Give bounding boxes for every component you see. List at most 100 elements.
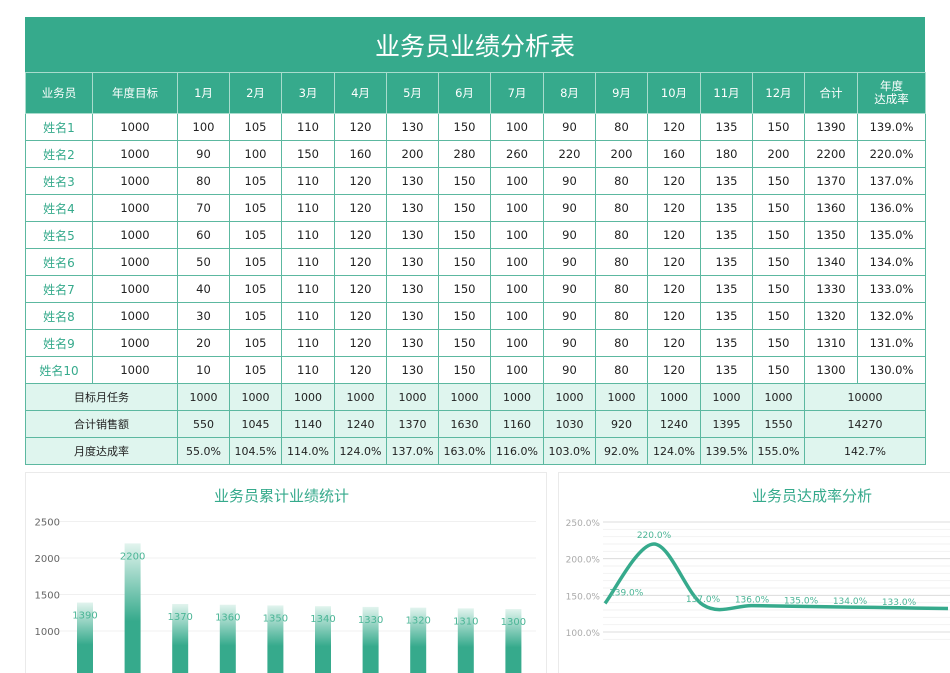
- summary-cell[interactable]: 1000: [177, 383, 230, 411]
- table-cell[interactable]: 1000: [92, 248, 178, 276]
- table-cell[interactable]: 70: [177, 194, 230, 222]
- table-cell[interactable]: 135: [700, 221, 753, 249]
- table-cell[interactable]: 120: [334, 167, 387, 195]
- table-cell[interactable]: 110: [281, 302, 335, 330]
- summary-cell[interactable]: 114.0%: [281, 437, 335, 465]
- table-cell[interactable]: 130: [386, 302, 439, 330]
- table-cell[interactable]: 1320: [804, 302, 858, 330]
- table-cell[interactable]: 260: [490, 140, 544, 168]
- table-cell[interactable]: 105: [229, 194, 282, 222]
- summary-label[interactable]: 月度达成率: [25, 437, 178, 465]
- table-cell[interactable]: 150: [752, 329, 805, 357]
- table-cell[interactable]: 135: [700, 275, 753, 303]
- table-cell[interactable]: 135.0%: [857, 221, 926, 249]
- table-cell[interactable]: 130: [386, 167, 439, 195]
- table-cell[interactable]: 134.0%: [857, 248, 926, 276]
- summary-cell[interactable]: 1000: [490, 383, 544, 411]
- table-cell[interactable]: 105: [229, 302, 282, 330]
- table-cell[interactable]: 150: [752, 275, 805, 303]
- table-cell[interactable]: 105: [229, 221, 282, 249]
- salesperson-name[interactable]: 姓名9: [25, 329, 93, 357]
- table-cell[interactable]: 135: [700, 302, 753, 330]
- table-cell[interactable]: 160: [647, 140, 701, 168]
- table-cell[interactable]: 150: [438, 221, 491, 249]
- table-cell[interactable]: 150: [438, 248, 491, 276]
- salesperson-name[interactable]: 姓名7: [25, 275, 93, 303]
- table-cell[interactable]: 110: [281, 221, 335, 249]
- summary-cell[interactable]: 92.0%: [595, 437, 648, 465]
- table-cell[interactable]: 150: [438, 167, 491, 195]
- summary-cell[interactable]: 1140: [281, 410, 335, 438]
- table-cell[interactable]: 150: [752, 221, 805, 249]
- table-cell[interactable]: 150: [438, 302, 491, 330]
- table-cell[interactable]: 130.0%: [857, 356, 926, 384]
- table-cell[interactable]: 139.0%: [857, 113, 926, 141]
- table-cell[interactable]: 135: [700, 329, 753, 357]
- table-cell[interactable]: 120: [334, 329, 387, 357]
- summary-cell[interactable]: 10000: [804, 383, 926, 411]
- table-cell[interactable]: 100: [490, 113, 544, 141]
- table-cell[interactable]: 40: [177, 275, 230, 303]
- table-cell[interactable]: 120: [334, 113, 387, 141]
- summary-cell[interactable]: 1160: [490, 410, 544, 438]
- table-cell[interactable]: 90: [543, 302, 596, 330]
- table-cell[interactable]: 1000: [92, 275, 178, 303]
- summary-cell[interactable]: 1240: [647, 410, 701, 438]
- table-cell[interactable]: 150: [438, 275, 491, 303]
- table-cell[interactable]: 220: [543, 140, 596, 168]
- table-cell[interactable]: 50: [177, 248, 230, 276]
- table-cell[interactable]: 105: [229, 275, 282, 303]
- table-cell[interactable]: 80: [595, 221, 648, 249]
- table-cell[interactable]: 150: [438, 356, 491, 384]
- table-cell[interactable]: 1330: [804, 275, 858, 303]
- table-cell[interactable]: 1390: [804, 113, 858, 141]
- table-cell[interactable]: 180: [700, 140, 753, 168]
- table-cell[interactable]: 150: [438, 329, 491, 357]
- summary-cell[interactable]: 103.0%: [543, 437, 596, 465]
- table-cell[interactable]: 130: [386, 275, 439, 303]
- table-cell[interactable]: 135: [700, 113, 753, 141]
- table-cell[interactable]: 130: [386, 194, 439, 222]
- table-cell[interactable]: 131.0%: [857, 329, 926, 357]
- table-cell[interactable]: 90: [543, 167, 596, 195]
- table-cell[interactable]: 80: [595, 302, 648, 330]
- table-cell[interactable]: 105: [229, 167, 282, 195]
- table-cell[interactable]: 110: [281, 275, 335, 303]
- table-cell[interactable]: 1000: [92, 329, 178, 357]
- summary-cell[interactable]: 1000: [752, 383, 805, 411]
- table-cell[interactable]: 150: [752, 194, 805, 222]
- table-cell[interactable]: 120: [334, 302, 387, 330]
- table-cell[interactable]: 120: [647, 194, 701, 222]
- table-cell[interactable]: 150: [438, 113, 491, 141]
- salesperson-name[interactable]: 姓名8: [25, 302, 93, 330]
- table-cell[interactable]: 80: [595, 113, 648, 141]
- summary-cell[interactable]: 155.0%: [752, 437, 805, 465]
- table-cell[interactable]: 120: [647, 113, 701, 141]
- table-cell[interactable]: 120: [334, 221, 387, 249]
- summary-cell[interactable]: 1370: [386, 410, 439, 438]
- summary-cell[interactable]: 1000: [438, 383, 491, 411]
- table-cell[interactable]: 100: [490, 356, 544, 384]
- table-cell[interactable]: 120: [647, 221, 701, 249]
- table-cell[interactable]: 10: [177, 356, 230, 384]
- salesperson-name[interactable]: 姓名3: [25, 167, 93, 195]
- table-cell[interactable]: 80: [595, 329, 648, 357]
- salesperson-name[interactable]: 姓名6: [25, 248, 93, 276]
- table-cell[interactable]: 80: [177, 167, 230, 195]
- table-cell[interactable]: 132.0%: [857, 302, 926, 330]
- summary-cell[interactable]: 1240: [334, 410, 387, 438]
- table-cell[interactable]: 110: [281, 113, 335, 141]
- table-cell[interactable]: 110: [281, 329, 335, 357]
- salesperson-name[interactable]: 姓名4: [25, 194, 93, 222]
- summary-cell[interactable]: 55.0%: [177, 437, 230, 465]
- table-cell[interactable]: 120: [647, 275, 701, 303]
- table-cell[interactable]: 90: [543, 275, 596, 303]
- table-cell[interactable]: 105: [229, 356, 282, 384]
- table-cell[interactable]: 1000: [92, 167, 178, 195]
- table-cell[interactable]: 100: [490, 194, 544, 222]
- table-cell[interactable]: 60: [177, 221, 230, 249]
- table-cell[interactable]: 150: [438, 194, 491, 222]
- table-cell[interactable]: 120: [647, 356, 701, 384]
- table-cell[interactable]: 100: [177, 113, 230, 141]
- table-cell[interactable]: 80: [595, 275, 648, 303]
